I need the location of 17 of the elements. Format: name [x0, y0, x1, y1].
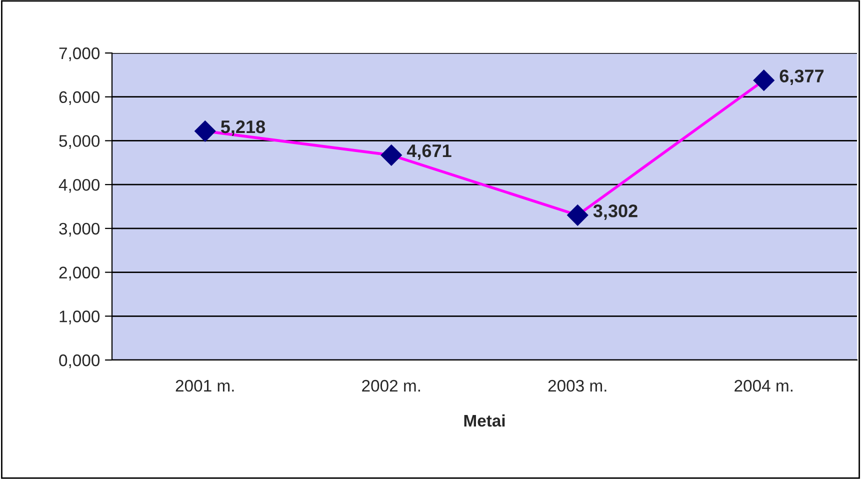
y-tick-label: 0,000 — [59, 354, 100, 368]
y-tick-label: 5,000 — [59, 135, 100, 149]
y-tick-label: 4,000 — [58, 178, 100, 193]
data-label: 3,302 — [593, 204, 638, 220]
x-tick-label: 2001 m. — [176, 380, 234, 392]
x-tick-label: 2002 m. — [362, 380, 420, 392]
y-tick-label: 6,000 — [59, 91, 100, 106]
y-tick-label: 3,000 — [59, 222, 100, 237]
data-label: 6,377 — [780, 70, 824, 86]
data-label: 4,671 — [406, 144, 452, 160]
y-tick-label: 1,000 — [60, 310, 100, 324]
x-tick-label: 2004 m. — [734, 380, 792, 392]
x-axis-title: Metai — [464, 414, 505, 427]
data-label: 5,218 — [220, 120, 266, 136]
x-tick-label: 2003 m. — [548, 380, 606, 392]
y-tick-label: 7,000 — [59, 47, 100, 62]
y-tick-label: 2,000 — [59, 266, 100, 280]
